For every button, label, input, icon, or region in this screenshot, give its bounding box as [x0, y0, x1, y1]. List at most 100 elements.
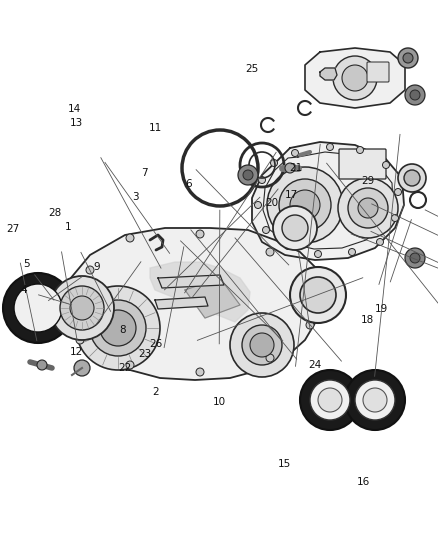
Text: 26: 26	[149, 339, 162, 349]
Circle shape	[262, 227, 269, 233]
Circle shape	[405, 85, 425, 105]
Text: 15: 15	[278, 459, 291, 469]
Circle shape	[403, 53, 413, 63]
Circle shape	[14, 284, 62, 332]
Circle shape	[90, 300, 146, 356]
Text: 28: 28	[48, 208, 61, 218]
Circle shape	[342, 65, 368, 91]
Text: 16: 16	[357, 478, 370, 487]
Circle shape	[392, 214, 399, 222]
Text: 10: 10	[212, 398, 226, 407]
FancyBboxPatch shape	[367, 62, 389, 82]
Circle shape	[230, 313, 294, 377]
Polygon shape	[158, 275, 224, 288]
Circle shape	[285, 243, 292, 249]
Polygon shape	[150, 262, 250, 322]
Circle shape	[290, 267, 346, 323]
Text: 12: 12	[70, 347, 83, 357]
Text: 24: 24	[309, 360, 322, 370]
Circle shape	[86, 266, 94, 274]
Polygon shape	[305, 48, 405, 108]
Circle shape	[60, 286, 104, 330]
Text: 1: 1	[64, 222, 71, 231]
Circle shape	[266, 248, 274, 256]
Circle shape	[363, 388, 387, 412]
Text: 14: 14	[68, 104, 81, 114]
Circle shape	[76, 286, 160, 370]
Circle shape	[382, 161, 389, 168]
Circle shape	[266, 354, 274, 362]
Text: 29: 29	[361, 176, 374, 186]
Circle shape	[349, 248, 356, 255]
Circle shape	[254, 201, 261, 208]
Circle shape	[273, 206, 317, 250]
Polygon shape	[185, 278, 240, 318]
Polygon shape	[320, 68, 337, 80]
Circle shape	[100, 310, 136, 346]
Circle shape	[357, 147, 364, 154]
Text: 13: 13	[70, 118, 83, 127]
Circle shape	[267, 167, 343, 243]
Text: 7: 7	[141, 168, 148, 178]
Circle shape	[300, 370, 360, 430]
Text: 20: 20	[265, 198, 278, 207]
Circle shape	[314, 251, 321, 257]
Circle shape	[196, 230, 204, 238]
Circle shape	[3, 273, 73, 343]
Circle shape	[358, 198, 378, 218]
Circle shape	[348, 188, 388, 228]
Circle shape	[37, 360, 47, 370]
Circle shape	[271, 159, 278, 166]
Circle shape	[338, 178, 398, 238]
Circle shape	[74, 360, 90, 376]
Circle shape	[126, 234, 134, 242]
Circle shape	[50, 276, 114, 340]
Text: 3: 3	[132, 192, 139, 202]
Circle shape	[238, 165, 258, 185]
Text: 8: 8	[119, 326, 126, 335]
Circle shape	[243, 170, 253, 180]
Circle shape	[355, 380, 395, 420]
Circle shape	[310, 380, 350, 420]
Text: 2: 2	[152, 387, 159, 397]
Circle shape	[404, 170, 420, 186]
Circle shape	[290, 190, 320, 220]
Text: 25: 25	[245, 64, 258, 74]
Circle shape	[326, 143, 333, 150]
Text: 23: 23	[138, 350, 151, 359]
Circle shape	[345, 370, 405, 430]
Circle shape	[76, 336, 84, 344]
Circle shape	[333, 56, 377, 100]
Text: 9: 9	[93, 262, 100, 271]
Circle shape	[279, 179, 331, 231]
Circle shape	[398, 48, 418, 68]
Circle shape	[126, 361, 134, 369]
Circle shape	[308, 286, 316, 294]
Polygon shape	[252, 142, 404, 260]
Circle shape	[242, 325, 282, 365]
Circle shape	[410, 253, 420, 263]
Circle shape	[196, 368, 204, 376]
Circle shape	[306, 321, 314, 329]
Circle shape	[250, 333, 274, 357]
Circle shape	[70, 296, 94, 320]
FancyBboxPatch shape	[339, 149, 386, 179]
Circle shape	[410, 90, 420, 100]
Circle shape	[377, 238, 384, 246]
Text: 27: 27	[7, 224, 20, 234]
Circle shape	[258, 176, 265, 183]
Circle shape	[318, 388, 342, 412]
Circle shape	[395, 189, 402, 196]
Circle shape	[300, 277, 336, 313]
Text: 18: 18	[361, 315, 374, 325]
Circle shape	[285, 163, 295, 173]
Circle shape	[292, 149, 299, 157]
Polygon shape	[155, 297, 208, 309]
Circle shape	[405, 248, 425, 268]
Text: 6: 6	[185, 179, 192, 189]
Text: 21: 21	[289, 163, 302, 173]
Text: 5: 5	[23, 259, 30, 269]
Text: 22: 22	[118, 363, 131, 373]
Text: 11: 11	[149, 123, 162, 133]
Text: 17: 17	[285, 190, 298, 199]
